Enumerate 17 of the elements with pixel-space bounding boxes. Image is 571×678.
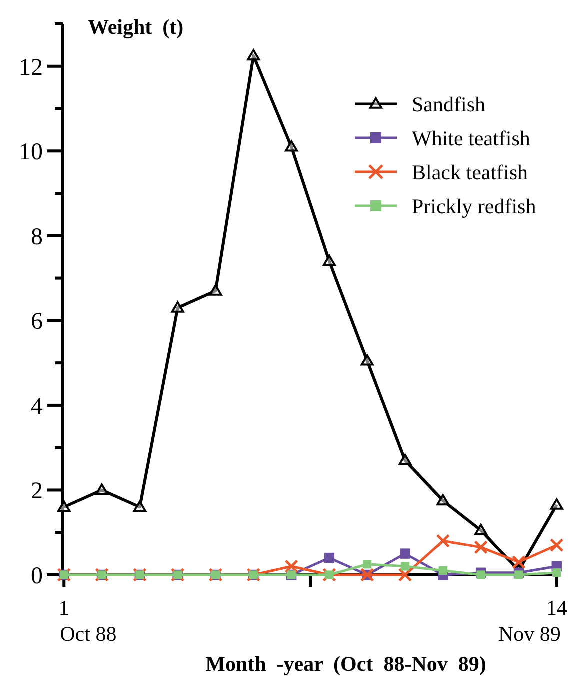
legend-label: White teatfish [412,126,531,150]
legend-label: Sandfish [412,92,486,116]
x-tick-label: 1 [58,596,70,620]
y-tick-label: 2 [31,478,43,505]
y-tick-label: 6 [31,309,43,336]
x-tick-label: 14 [546,596,568,620]
text: Oct 88 [60,622,117,646]
y-tick-label: 8 [31,224,43,250]
y-tick-label: 10 [19,140,43,166]
legend-label: Black teatfish [412,160,529,184]
y-tick-label: 0 [31,563,43,590]
x-axis-title: Month -year (Oct 88-Nov 89) [206,652,486,676]
legend-label: Prickly redfish [412,194,537,218]
text: Nov 89 [498,622,561,646]
y-axis-title: Weight (t) [88,15,184,39]
y-tick-label: 4 [31,394,43,420]
y-tick-label: 12 [19,54,43,81]
